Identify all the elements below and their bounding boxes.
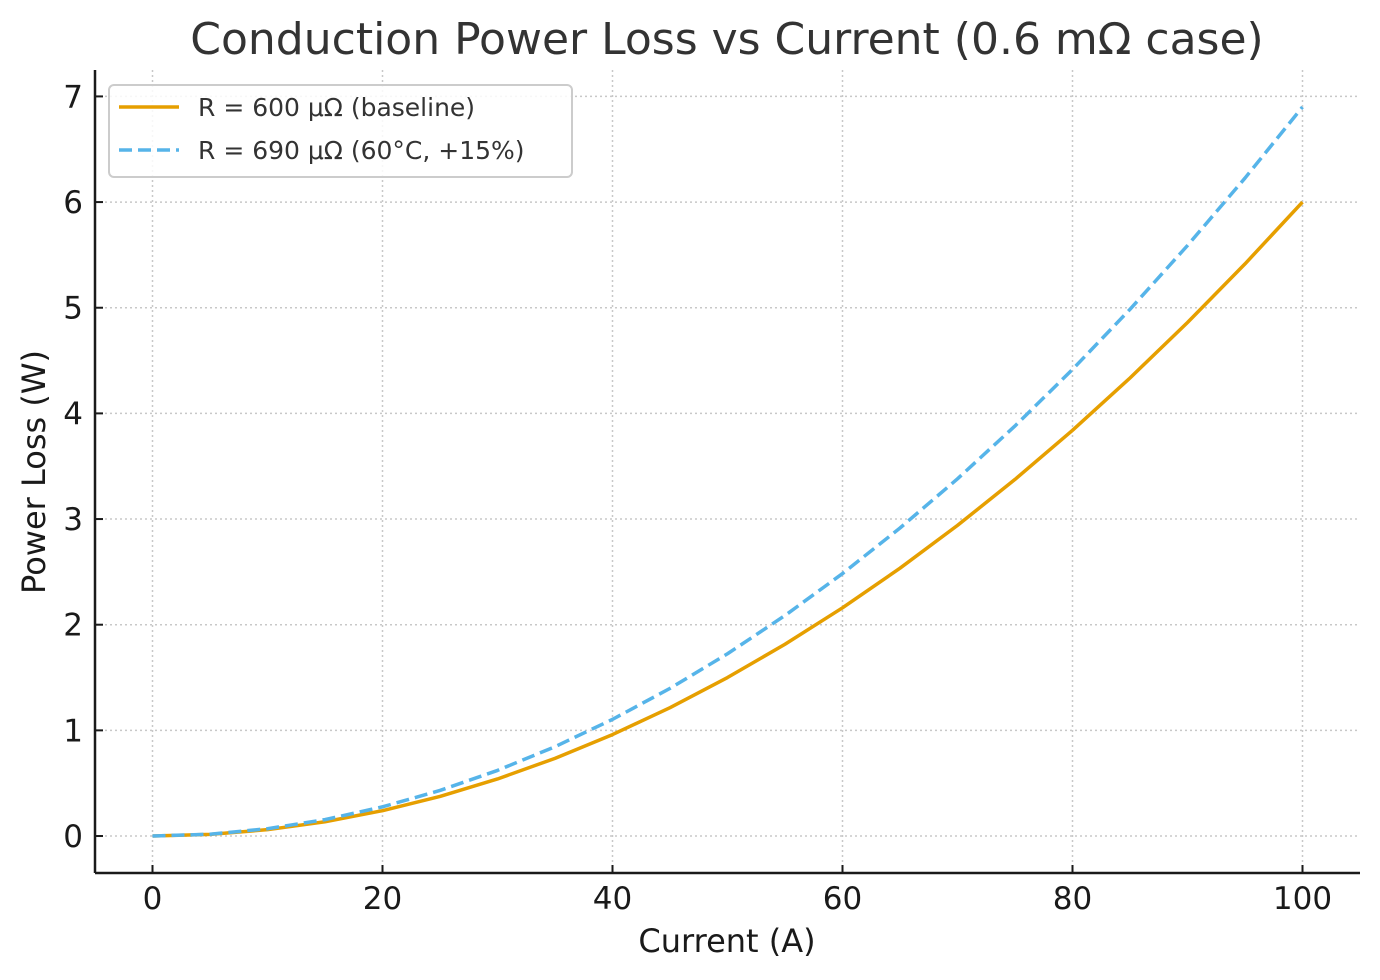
series-line-60c xyxy=(152,105,1304,838)
y-tick-label: 0 xyxy=(63,819,83,855)
y-tick-label: 1 xyxy=(63,713,83,749)
legend-frame xyxy=(108,84,573,178)
x-axis-label: Current (A) xyxy=(638,922,815,960)
x-tick-label: 80 xyxy=(1053,881,1092,917)
legend: R = 600 μΩ (baseline) R = 690 μΩ (60°C, … xyxy=(108,84,573,178)
series-line-baseline xyxy=(152,200,1304,838)
x-tick-label: 20 xyxy=(363,881,402,917)
y-tick-label: 7 xyxy=(63,79,83,115)
x-tick-label: 60 xyxy=(823,881,862,917)
y-tick-label: 4 xyxy=(63,396,83,432)
y-tick-label: 5 xyxy=(63,291,83,327)
legend-label-60c: R = 690 μΩ (60°C, +15%) xyxy=(198,136,525,165)
chart-title: Conduction Power Loss vs Current (0.6 mΩ… xyxy=(190,14,1263,65)
x-tick-label: 100 xyxy=(1273,881,1332,917)
y-tick-label: 6 xyxy=(63,185,83,221)
legend-label-baseline: R = 600 μΩ (baseline) xyxy=(198,93,475,122)
x-tick-label: 0 xyxy=(143,881,163,917)
y-tick-label: 2 xyxy=(63,608,83,644)
x-tick-label: 40 xyxy=(593,881,632,917)
y-ticks: 0 1 2 3 4 5 6 7 xyxy=(63,79,103,855)
grid xyxy=(95,70,1360,873)
series-group xyxy=(152,105,1304,838)
y-axis-label: Power Loss (W) xyxy=(15,350,53,594)
x-ticks: 0 20 40 60 80 100 xyxy=(143,865,1332,917)
y-tick-label: 3 xyxy=(63,502,83,538)
